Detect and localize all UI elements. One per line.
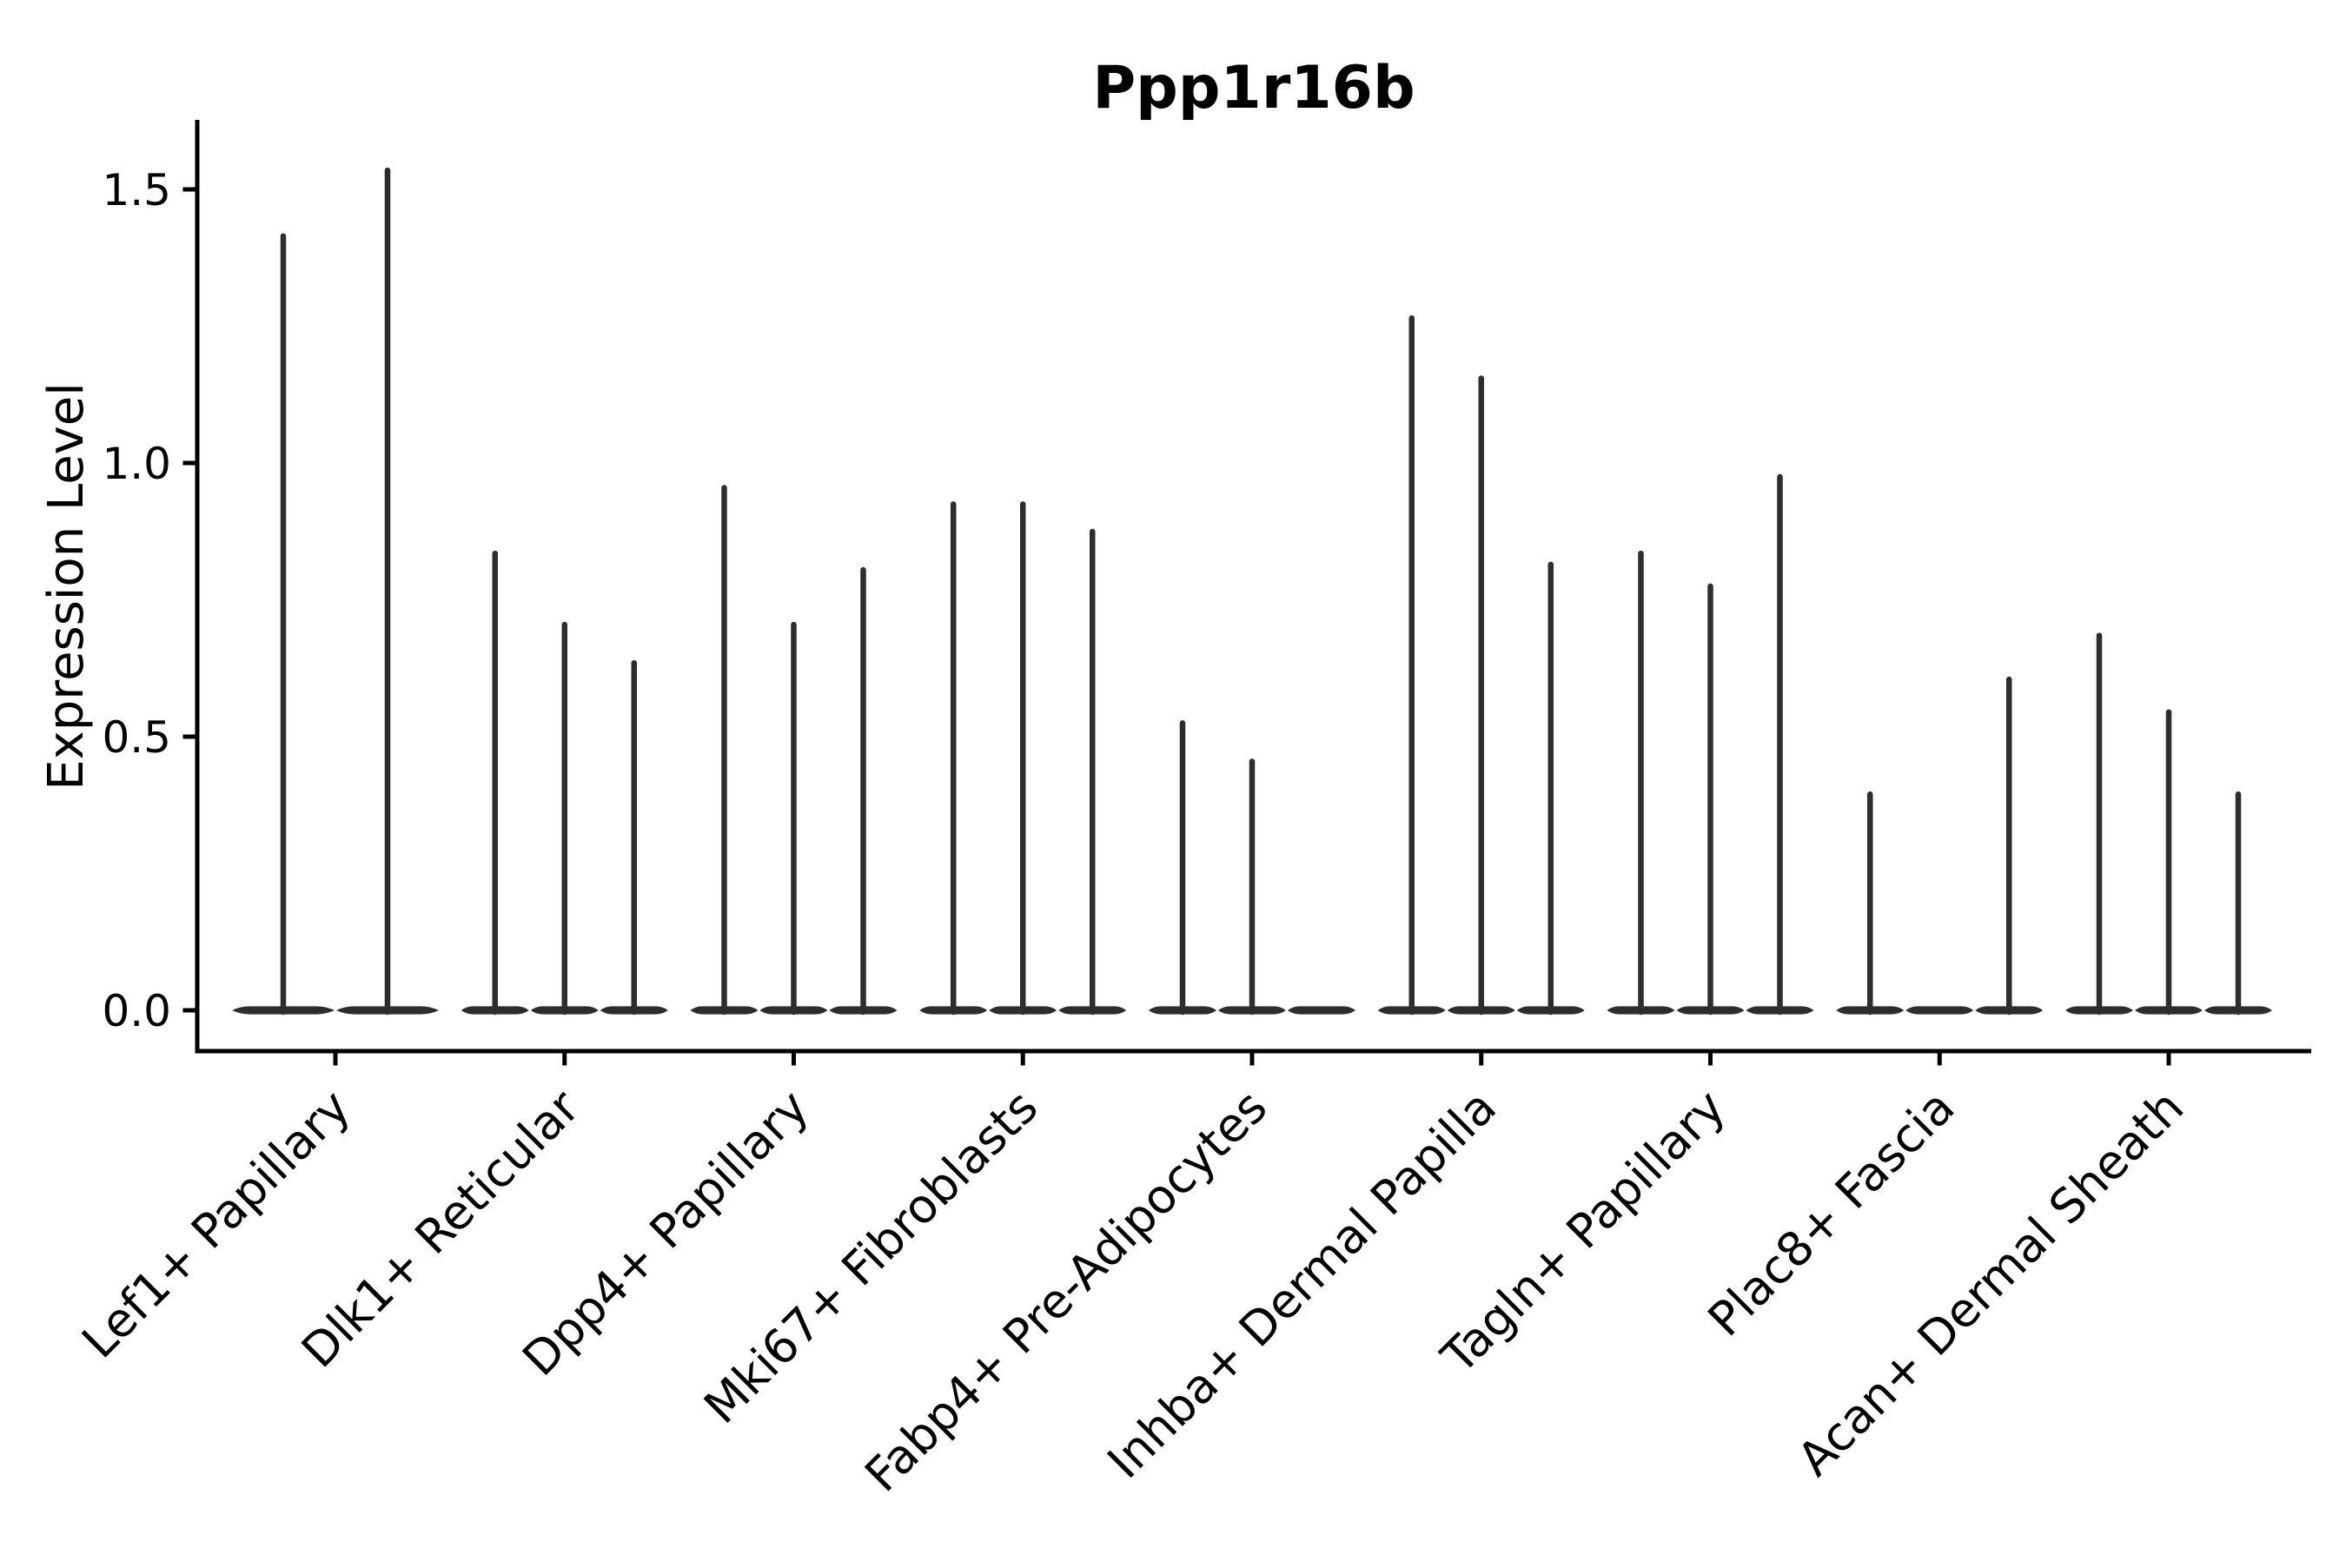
violin-base xyxy=(1905,1006,1974,1015)
violin xyxy=(1447,375,1515,1016)
violin xyxy=(2065,632,2133,1016)
violin xyxy=(2135,709,2203,1016)
figure-title: Ppp1r16b xyxy=(1092,54,1415,122)
violin-group xyxy=(461,550,668,1016)
y-axis-tick-label: 0.5 xyxy=(102,712,171,763)
x-axis-tick-label: Acan+ Dermal Sheath xyxy=(1787,1080,2194,1486)
violin-group xyxy=(690,485,898,1016)
violin-group xyxy=(919,501,1127,1016)
violin xyxy=(2204,791,2272,1016)
violin xyxy=(232,233,335,1016)
x-axis-tick-label: Plac8+ Fascia xyxy=(1698,1080,1965,1347)
violin xyxy=(1288,1006,1355,1015)
violin xyxy=(1746,473,1814,1016)
violin-base xyxy=(1288,1006,1355,1015)
violin-group xyxy=(232,167,439,1016)
violin-group xyxy=(2065,632,2272,1016)
x-axis-tick-label: Inhba+ Dermal Papilla xyxy=(1097,1080,1507,1489)
violin xyxy=(1218,758,1286,1016)
violin xyxy=(1149,720,1216,1016)
violin-group xyxy=(1149,720,1355,1016)
y-axis-tick-label: 1.0 xyxy=(102,439,171,489)
y-axis-tick-label: 0.0 xyxy=(102,986,171,1036)
violin xyxy=(336,167,439,1016)
y-axis-ticks: 0.0 0.5 1.0 1.5 xyxy=(102,165,197,1036)
violin xyxy=(989,501,1057,1016)
violin xyxy=(1676,583,1745,1016)
violin xyxy=(1516,561,1585,1016)
violin xyxy=(600,659,668,1016)
violin xyxy=(530,621,599,1016)
violin-group xyxy=(1836,676,2044,1016)
violin xyxy=(1377,314,1446,1016)
violin xyxy=(690,485,759,1016)
violin xyxy=(759,621,828,1016)
violin xyxy=(829,566,898,1016)
violin xyxy=(1058,528,1127,1016)
violin-group xyxy=(1377,314,1585,1016)
violin xyxy=(1607,550,1675,1016)
y-axis-tick-label: 1.5 xyxy=(102,165,171,215)
violin xyxy=(1836,791,1905,1016)
y-axis-label: Expression Level xyxy=(38,382,95,791)
violin xyxy=(461,550,529,1016)
violin-group xyxy=(1607,473,1814,1016)
violin xyxy=(1905,1006,1974,1015)
violins xyxy=(232,167,2272,1016)
violin xyxy=(1975,676,2044,1016)
x-axis-tick-label: Fabp4+ Pre-Adipocytes xyxy=(854,1080,1277,1503)
violin xyxy=(919,501,988,1016)
